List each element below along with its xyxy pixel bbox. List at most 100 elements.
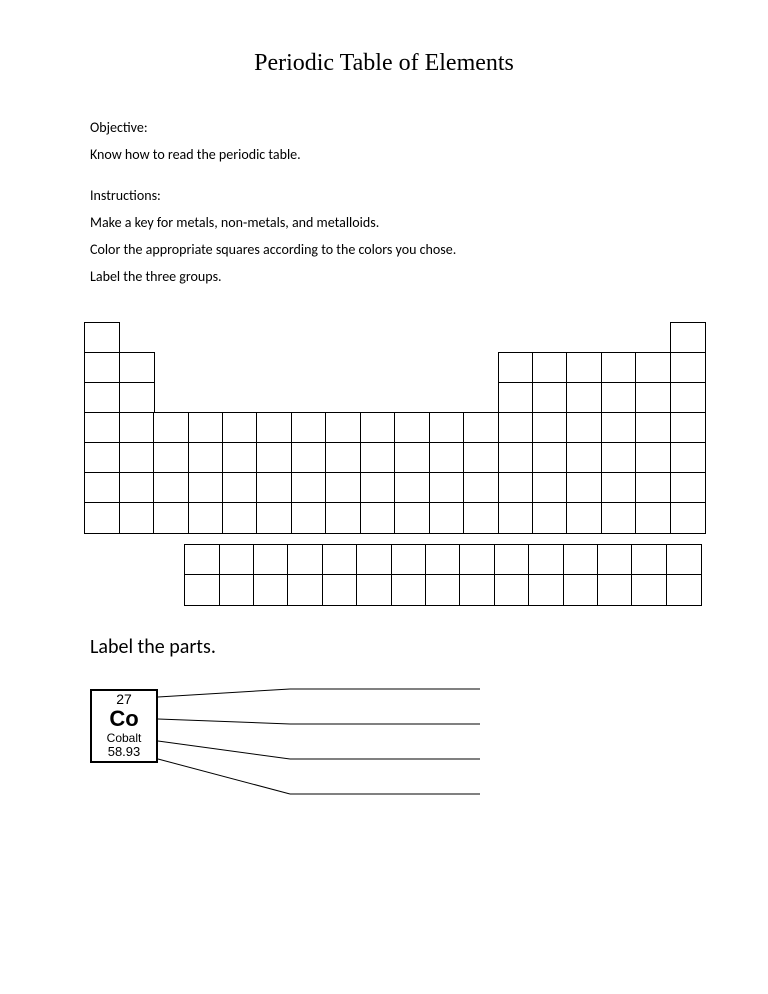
pt-cell: [631, 544, 667, 576]
pt-cell: [566, 442, 602, 474]
pt-cell: [84, 472, 120, 504]
pt-cell: [563, 574, 599, 606]
pt-gap: [257, 323, 291, 353]
pt-cell: [325, 502, 361, 534]
pt-cell: [498, 412, 534, 444]
pt-gap: [154, 353, 188, 383]
pt-gap: [292, 323, 326, 353]
pt-cell: [394, 412, 430, 444]
pt-cell: [463, 442, 499, 474]
objective-text: Know how to read the periodic table.: [90, 144, 678, 165]
pt-cell: [498, 352, 534, 384]
pt-gap: [429, 323, 463, 353]
pt-cell: [597, 544, 633, 576]
leader-lines: [90, 679, 560, 819]
pt-cell: [670, 412, 706, 444]
pt-cell: [429, 502, 465, 534]
pt-cell: [84, 442, 120, 474]
pt-cell: [391, 574, 427, 606]
pt-cell: [222, 442, 258, 474]
pt-cell: [84, 322, 120, 354]
pt-gap: [154, 383, 188, 413]
pt-cell: [532, 352, 568, 384]
pt-cell: [498, 502, 534, 534]
pt-cell: [188, 502, 224, 534]
pt-cell: [360, 412, 396, 444]
pt-cell: [184, 544, 220, 576]
pt-cell: [394, 442, 430, 474]
pt-cell: [119, 472, 155, 504]
pt-cell: [153, 442, 189, 474]
pt-cell: [635, 412, 671, 444]
pt-cell: [322, 544, 358, 576]
pt-gap: [395, 323, 429, 353]
pt-cell: [597, 574, 633, 606]
pt-gap: [292, 353, 326, 383]
pt-cell: [463, 502, 499, 534]
pt-cell: [566, 412, 602, 444]
pt-cell: [635, 442, 671, 474]
pt-cell: [494, 544, 530, 576]
pt-gap: [567, 323, 601, 353]
pt-cell: [670, 322, 706, 354]
pt-cell: [119, 502, 155, 534]
page-title: Periodic Table of Elements: [90, 50, 678, 77]
pt-cell: [670, 352, 706, 384]
pt-gap: [464, 353, 498, 383]
pt-gap: [498, 323, 532, 353]
pt-cell: [566, 382, 602, 414]
pt-cell: [459, 574, 495, 606]
pt-cell: [219, 574, 255, 606]
pt-cell: [459, 544, 495, 576]
pt-cell: [325, 442, 361, 474]
pt-cell: [222, 502, 258, 534]
pt-cell: [631, 574, 667, 606]
pt-cell: [528, 574, 564, 606]
objective-label: Objective:: [90, 117, 678, 138]
pt-cell: [601, 352, 637, 384]
pt-cell: [394, 472, 430, 504]
pt-gap: [533, 323, 567, 353]
pt-cell: [391, 544, 427, 576]
pt-cell: [153, 412, 189, 444]
pt-gap: [188, 353, 222, 383]
pt-gap: [429, 353, 463, 383]
pt-cell: [666, 544, 702, 576]
pt-gap: [429, 383, 463, 413]
pt-cell: [601, 502, 637, 534]
pt-cell: [670, 442, 706, 474]
pt-cell: [635, 502, 671, 534]
pt-cell: [287, 544, 323, 576]
pt-gap: [395, 353, 429, 383]
pt-gap: [361, 383, 395, 413]
pt-gap: [188, 383, 222, 413]
pt-cell: [635, 352, 671, 384]
pt-gap: [257, 353, 291, 383]
pt-cell: [666, 574, 702, 606]
pt-cell: [253, 574, 289, 606]
pt-cell: [601, 412, 637, 444]
pt-gap: [292, 383, 326, 413]
pt-gap: [361, 353, 395, 383]
pt-cell: [84, 412, 120, 444]
pt-cell: [84, 352, 120, 384]
pt-cell: [528, 544, 564, 576]
pt-cell: [360, 442, 396, 474]
pt-cell: [532, 502, 568, 534]
pt-cell: [256, 472, 292, 504]
pt-cell: [188, 472, 224, 504]
pt-cell: [670, 382, 706, 414]
pt-gap: [154, 323, 188, 353]
pt-cell: [84, 382, 120, 414]
pt-cell: [84, 502, 120, 534]
pt-cell: [670, 472, 706, 504]
pt-cell: [429, 442, 465, 474]
pt-cell: [322, 574, 358, 606]
pt-cell: [219, 544, 255, 576]
pt-cell: [425, 544, 461, 576]
pt-cell: [635, 382, 671, 414]
pt-cell: [429, 472, 465, 504]
pt-cell: [119, 352, 155, 384]
pt-cell: [360, 502, 396, 534]
pt-cell: [394, 502, 430, 534]
